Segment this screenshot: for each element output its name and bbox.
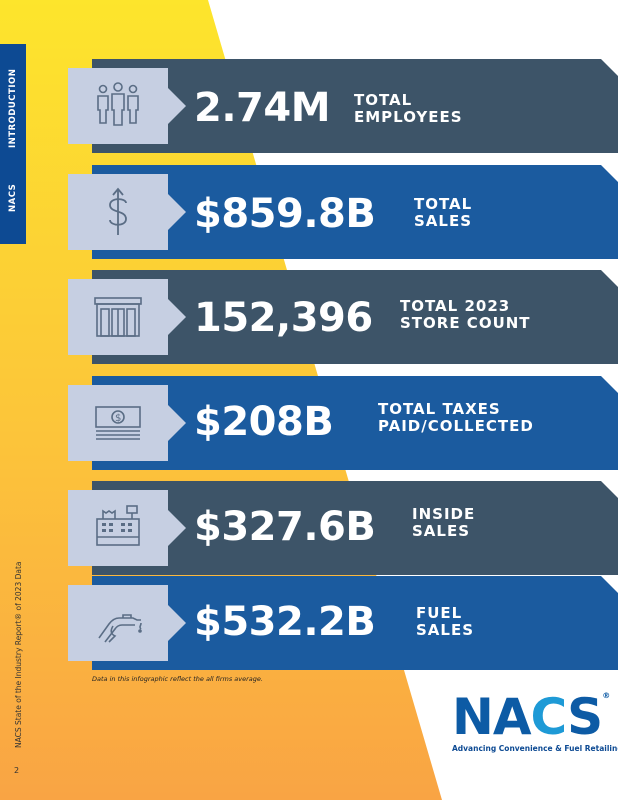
stat-label-inside-sales-1: INSIDE: [412, 505, 476, 523]
stat-value-employees: 2.74M: [194, 85, 331, 131]
icon-pointer: [168, 510, 186, 546]
stat-value-fuel-sales: $532.2B: [194, 599, 376, 645]
storefront-icon: [94, 297, 142, 337]
stat-label-employees-2: EMPLOYEES: [354, 108, 463, 126]
dollar-sign-icon: [109, 187, 127, 235]
page-number: 2: [14, 766, 20, 775]
stat-value-store-count: 152,396: [194, 295, 373, 341]
stat-value-taxes: $208B: [194, 399, 334, 445]
icon-pointer: [168, 88, 186, 124]
svg-text:$: $: [115, 413, 121, 424]
logo-wordmark: NACS®: [452, 688, 610, 746]
icon-box-taxes: $: [68, 385, 168, 461]
stat-label-taxes-1: TOTAL TAXES: [378, 400, 501, 418]
stat-label-employees-1: TOTAL: [354, 91, 413, 109]
logo-word-start: NA: [452, 688, 532, 746]
stat-label-fuel-sales-2: SALES: [416, 621, 475, 639]
icon-box-fuel-sales: [68, 585, 168, 661]
icon-pointer: [168, 605, 186, 641]
stat-label-store-count-1: TOTAL 2023: [400, 297, 511, 315]
section-tab: [0, 44, 26, 244]
icon-box-inside-sales: [68, 490, 168, 566]
logo-tagline: Advancing Convenience & Fuel Retailing: [452, 744, 618, 753]
icon-pointer: [168, 405, 186, 441]
sidebar-section: INTRODUCTION: [8, 68, 18, 148]
employees-icon: [97, 82, 139, 126]
icon-box-store-count: [68, 279, 168, 355]
nacs-logo: NACS® Advancing Convenience & Fuel Retai…: [452, 688, 618, 754]
logo-word-end: S: [567, 688, 603, 746]
stat-label-total-sales-1: TOTAL: [414, 195, 473, 213]
stat-label-inside-sales-2: SALES: [412, 522, 471, 540]
logo-word-c: C: [530, 688, 569, 746]
infographic-note: Data in this infographic reflect the all…: [92, 675, 263, 683]
icon-box-total-sales: [68, 174, 168, 250]
cash-icon: $: [95, 406, 141, 440]
report-source: NACS State of the Industry Report® of 20…: [14, 561, 23, 748]
icon-pointer: [168, 194, 186, 230]
stat-label-fuel-sales-1: FUEL: [416, 604, 463, 622]
stat-value-inside-sales: $327.6B: [194, 504, 376, 550]
stat-value-total-sales: $859.8B: [194, 191, 376, 237]
stat-label-total-sales-2: SALES: [414, 212, 473, 230]
icon-pointer: [168, 299, 186, 335]
icon-box-employees: [68, 68, 168, 144]
fuel-nozzle-icon: [98, 614, 142, 643]
sidebar-brand: NACS: [8, 183, 18, 212]
stat-label-store-count-2: STORE COUNT: [400, 314, 531, 332]
stat-label-taxes-2: PAID/COLLECTED: [378, 417, 534, 435]
cash-register-icon: [96, 505, 140, 546]
